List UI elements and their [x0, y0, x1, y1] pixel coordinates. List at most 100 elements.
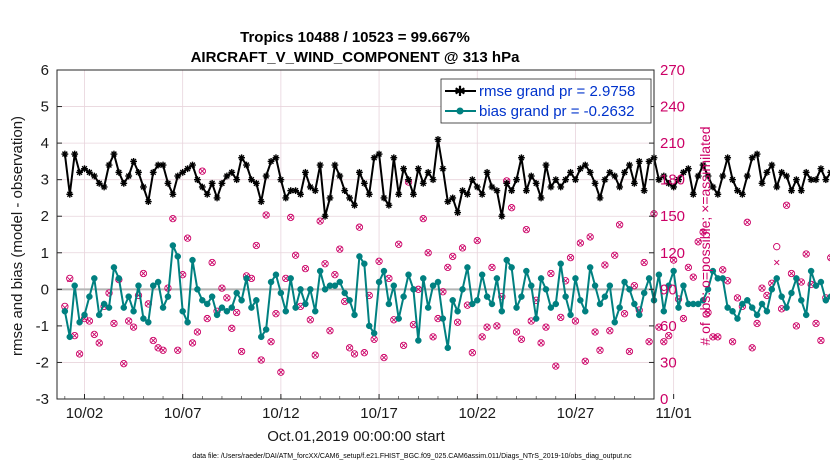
rmse-point-stroke — [822, 176, 829, 183]
y-tick-label: 0 — [41, 281, 49, 298]
obs-assimilated-marker — [690, 274, 696, 280]
rmse-point — [282, 194, 290, 202]
obs-possible-marker — [694, 238, 702, 246]
obs-possible-marker — [419, 215, 427, 223]
obs-assimilated-stroke — [395, 241, 402, 247]
rmse-point-stroke — [548, 184, 554, 190]
footnote-data-file: data file: /Users/raeder/DAI/ATM_forcXX/… — [192, 453, 632, 460]
obs-assimilated-marker — [670, 257, 677, 263]
rmse-point-stroke — [729, 176, 736, 183]
obs-assimilated-marker — [567, 254, 574, 261]
rmse-point-stroke — [111, 151, 117, 157]
rmse-point-stroke — [76, 169, 83, 176]
rmse-point-stroke — [194, 176, 201, 183]
bias-point — [76, 318, 83, 326]
obs-possible-marker — [665, 331, 673, 340]
obs-possible-marker — [507, 204, 516, 212]
x-tick-label: 10/27 — [557, 405, 595, 422]
rmse-point — [400, 165, 408, 173]
bias-point — [508, 264, 515, 271]
obs-possible-marker — [596, 346, 604, 354]
obs-assimilated-marker — [356, 224, 363, 230]
obs-assimilated-marker — [179, 271, 186, 278]
obs-possible-marker — [468, 349, 476, 357]
obs-assimilated-stroke — [420, 215, 426, 222]
bias-point — [586, 264, 594, 271]
obs-assimilated-marker — [666, 332, 672, 339]
rmse-point — [341, 187, 349, 195]
obs-assimilated-marker — [558, 314, 564, 321]
rmse-point-stroke — [160, 162, 166, 168]
legend: ✱ rmse grand pr = 2.9758 bias grand pr =… — [440, 78, 652, 124]
rmse-point — [572, 176, 579, 184]
obs-possible-marker — [542, 323, 550, 331]
rmse-point — [699, 161, 707, 169]
rmse-point-stroke — [277, 176, 284, 183]
rmse-point-stroke — [778, 169, 785, 176]
rmse-point-stroke — [287, 187, 294, 194]
bias-point — [768, 286, 776, 293]
bias-point — [611, 318, 618, 326]
rmse-point — [356, 168, 363, 176]
bias-point — [262, 326, 270, 333]
rmse-point-stroke — [788, 187, 795, 194]
rmse-point — [159, 161, 167, 169]
bias-point — [400, 293, 407, 300]
bias-point — [454, 308, 461, 315]
rmse-point — [179, 168, 187, 176]
bias-point — [316, 267, 324, 275]
rmse-point — [807, 176, 815, 184]
y-tick-label: 2 — [41, 208, 49, 225]
rmse-point-stroke — [199, 184, 206, 190]
obs-assimilated-stroke — [209, 259, 215, 266]
bias-point — [670, 267, 677, 275]
obs-assimilated-stroke — [302, 265, 309, 272]
obs-assimilated-stroke — [656, 324, 662, 330]
obs-assimilated-stroke — [602, 262, 608, 268]
obs-assimilated-stroke — [121, 360, 127, 367]
rmse-point — [297, 190, 304, 198]
bias-point — [675, 304, 682, 311]
obs-assimilated-marker — [327, 328, 333, 334]
obs-assimilated-stroke — [175, 347, 181, 353]
obs-possible-marker — [218, 284, 226, 292]
y-tick-label: -1 — [36, 318, 49, 335]
rmse-point-stroke — [233, 176, 240, 183]
rmse-point-stroke — [798, 187, 805, 194]
obs-assimilated-marker — [445, 264, 451, 271]
obs-assimilated-marker — [273, 310, 279, 317]
obs-assimilated-stroke — [828, 257, 830, 261]
bias-point — [812, 282, 820, 289]
rmse-point-stroke — [331, 162, 338, 168]
y-axis-label: rmse and bias (model - observation) — [9, 116, 26, 356]
obs-assimilated-marker — [71, 332, 78, 339]
obs-assimilated-marker — [494, 323, 500, 329]
obs-assimilated-marker — [803, 251, 809, 257]
bias-point — [621, 278, 628, 286]
obs-assimilated-stroke — [494, 323, 500, 329]
obs-possible-marker — [782, 201, 791, 209]
obs-possible-marker — [586, 233, 594, 241]
obs-assimilated-stroke — [690, 274, 696, 280]
rmse-point-stroke — [204, 191, 211, 198]
rmse-point — [557, 183, 565, 191]
obs-assimilated-marker — [548, 270, 554, 277]
rmse-point — [734, 187, 741, 195]
obs-assimilated-stroke — [194, 329, 201, 335]
rmse-point — [135, 168, 142, 176]
rmse-point — [675, 176, 682, 184]
y-tick-label: 3 — [41, 172, 49, 189]
rmse-point — [277, 176, 285, 184]
obs-assimilated-stroke — [224, 295, 230, 301]
x-tick-label: 10/17 — [360, 405, 398, 422]
rmse-point — [380, 194, 388, 202]
obs-possible-marker — [812, 319, 820, 328]
obs-possible-marker — [183, 234, 192, 242]
obs-assimilated-marker — [616, 222, 623, 228]
obs-assimilated-stroke — [572, 318, 579, 324]
rmse-point-stroke — [130, 158, 137, 165]
rmse-point-stroke — [184, 165, 191, 172]
obs-assimilated-marker — [474, 237, 480, 244]
obs-assimilated-stroke — [130, 324, 137, 330]
obs-assimilated-marker — [759, 285, 765, 291]
